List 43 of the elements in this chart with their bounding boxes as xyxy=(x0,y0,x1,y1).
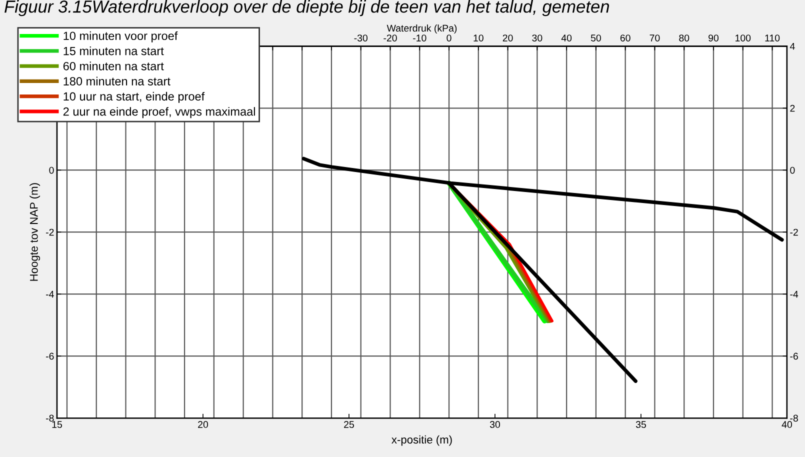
y2-tick-label: -8 xyxy=(790,414,798,422)
y2-tick-label: -4 xyxy=(790,290,798,298)
y2-tick-label: 2 xyxy=(790,104,795,112)
x2-tick-label: -10 xyxy=(413,34,426,42)
legend-label: 10 uur na start, einde proef xyxy=(64,92,205,103)
y-tick-label: -4 xyxy=(46,290,54,298)
legend-label: 15 minuten na start xyxy=(64,46,164,56)
y2-tick-label: 4 xyxy=(790,42,795,50)
x2-tick-label: 70 xyxy=(650,34,660,42)
x2-tick-label: 0 xyxy=(446,34,452,42)
legend-label: 2 uur na einde proef, vwps maximaal xyxy=(63,107,255,118)
x2-tick-label: 20 xyxy=(502,34,513,42)
legend-label: 10 minuten voor proef xyxy=(64,31,178,42)
y-tick-label: -8 xyxy=(46,414,54,422)
y-axis-title: Hoogte tov NAP (m) xyxy=(30,183,40,281)
x2-tick-label: 110 xyxy=(765,34,780,42)
x-axis-title: x-positie (m) xyxy=(392,435,452,446)
x2-tick-label: 60 xyxy=(620,34,630,42)
legend-label: 180 minuten na start xyxy=(64,76,170,86)
x2-tick-label: 30 xyxy=(532,34,542,42)
x2-tick-label: 90 xyxy=(708,34,719,42)
x-tick-label: 40 xyxy=(782,421,792,428)
x-tick-label: 20 xyxy=(198,421,208,428)
x2-tick-label: -20 xyxy=(384,34,397,42)
chart-title: Figuur 3.15Waterdrukverloop over de diepte bij de teen van het talud, gemeten xyxy=(4,0,610,16)
y-tick-label: 0 xyxy=(49,166,54,174)
x2-tick-label: 100 xyxy=(736,34,751,42)
x2-tick-label: 80 xyxy=(679,34,690,42)
x2-tick-label: 50 xyxy=(590,34,601,42)
x-tick-label: 30 xyxy=(490,421,500,428)
x-tick-label: 35 xyxy=(636,421,646,428)
x2-tick-label: -30 xyxy=(354,34,368,42)
x-tick-label: 25 xyxy=(344,421,354,428)
x2-tick-label: 40 xyxy=(561,34,572,42)
x2-tick-label: 10 xyxy=(474,34,484,42)
y-tick-label: -6 xyxy=(46,352,54,360)
y2-tick-label: -6 xyxy=(790,352,798,360)
x-tick-label: 15 xyxy=(52,421,62,428)
legend-label: 60 minuten na start xyxy=(63,62,164,70)
y2-tick-label: -2 xyxy=(790,228,798,236)
x2-axis-title: Waterdruk (kPa) xyxy=(386,24,457,34)
y2-tick-label: 0 xyxy=(790,166,795,174)
y-tick-label: -2 xyxy=(46,228,54,236)
